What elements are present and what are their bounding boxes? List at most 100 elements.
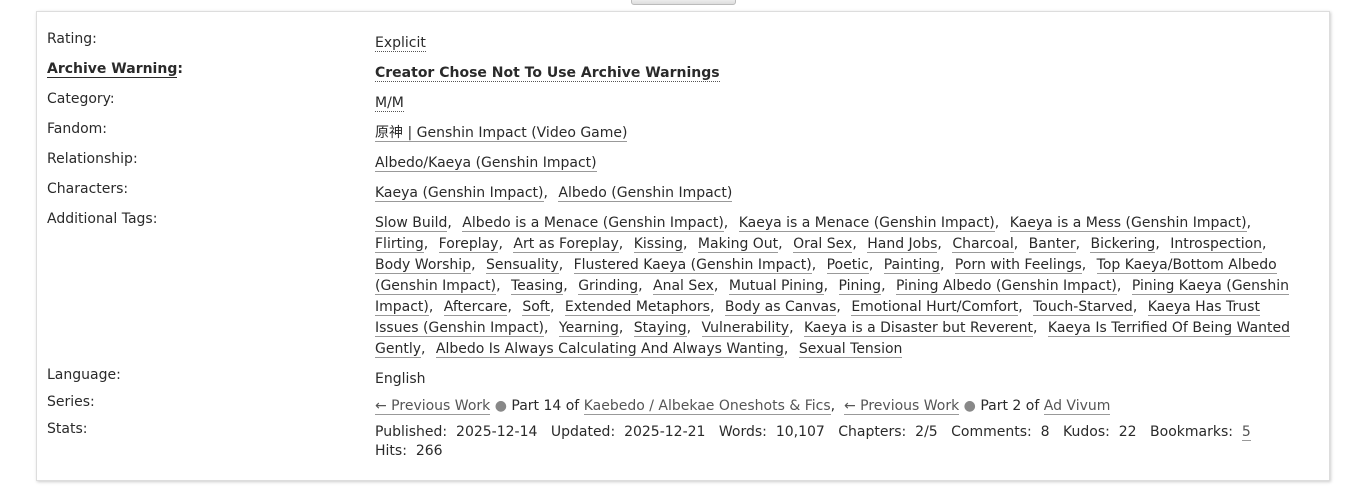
tag-link[interactable]: Flustered Kaeya (Genshin Impact) xyxy=(573,257,812,274)
words-stat: Words: 10,107 xyxy=(718,424,825,440)
bullet: ● xyxy=(494,398,507,414)
tag-link[interactable]: Kaeya is a Mess (Genshin Impact) xyxy=(1009,215,1247,232)
separator: , xyxy=(447,215,457,231)
tag-link[interactable]: Teasing xyxy=(510,278,564,295)
tag-link[interactable]: Albedo is a Menace (Genshin Impact) xyxy=(462,215,724,232)
separator: , xyxy=(994,215,1004,231)
tag-link[interactable]: Kaeya (Genshin Impact) xyxy=(375,185,544,202)
tag-link[interactable]: Sexual Tension xyxy=(798,341,903,358)
separator: , xyxy=(783,341,793,357)
fandom-tag[interactable]: 原神 | Genshin Impact (Video Game) xyxy=(375,125,628,142)
tag-link[interactable]: Painting xyxy=(883,257,941,274)
separator: , xyxy=(940,257,949,273)
tag-link[interactable]: Mutual Pining xyxy=(728,278,824,295)
separator: , xyxy=(421,341,430,357)
tag-link[interactable]: Pining Kaeya (Genshin Impact) xyxy=(375,278,1289,316)
separator: , xyxy=(558,257,568,273)
published-stat: Published: 2025-12-14 xyxy=(375,424,538,440)
separator: , xyxy=(1075,236,1085,252)
series-link[interactable]: Ad Vivum xyxy=(1043,398,1111,415)
relationship-tag[interactable]: Albedo/Kaeya (Genshin Impact) xyxy=(375,155,597,172)
tag-link[interactable]: Body as Canvas xyxy=(724,299,837,316)
tag-link[interactable]: Kaeya is a Disaster but Reverent xyxy=(804,320,1033,337)
tag-link[interactable]: Body Worship xyxy=(375,257,472,274)
tag-link[interactable]: Staying xyxy=(633,320,687,337)
previous-work-link[interactable]: ← Previous Work xyxy=(843,398,960,415)
tag-link[interactable]: Pining xyxy=(838,278,882,295)
separator: , xyxy=(498,236,508,252)
tag-link[interactable]: Introspection xyxy=(1170,236,1263,253)
tag-link[interactable]: Albedo (Genshin Impact) xyxy=(558,185,733,202)
separator: , xyxy=(496,278,505,294)
separator: , xyxy=(823,278,833,294)
top-button[interactable] xyxy=(631,0,736,5)
separator: , xyxy=(1132,299,1142,315)
tag-link[interactable]: Kaeya is a Menace (Genshin Impact) xyxy=(738,215,995,232)
separator: , xyxy=(423,236,433,252)
tag-link[interactable]: Aftercare xyxy=(443,299,508,316)
tag-link[interactable]: Hand Jobs xyxy=(867,236,938,253)
separator: , xyxy=(1155,236,1165,252)
separator: , xyxy=(1262,236,1267,252)
fandom-label: Fandom: xyxy=(47,121,108,137)
separator: , xyxy=(709,299,719,315)
tags-label: Additional Tags: xyxy=(47,211,158,227)
tag-link[interactable]: Charcoal xyxy=(952,236,1014,253)
warning-label[interactable]: Archive Warning xyxy=(47,61,178,78)
tag-link[interactable]: Soft xyxy=(522,299,550,316)
tag-link[interactable]: Albedo Is Always Calculating And Always … xyxy=(435,341,784,358)
separator: , xyxy=(789,320,798,336)
separator: , xyxy=(937,236,947,252)
separator: , xyxy=(713,278,723,294)
kudos-stat: Kudos: 22 xyxy=(1063,424,1137,440)
tag-link[interactable]: Making Out xyxy=(697,236,779,253)
separator: , xyxy=(852,236,862,252)
bookmarks-link[interactable]: 5 xyxy=(1241,424,1251,441)
separator: , xyxy=(638,278,647,294)
tag-link[interactable]: Vulnerability xyxy=(701,320,790,337)
series-link[interactable]: Kaebedo / Albekae Oneshots & Fics xyxy=(583,398,831,415)
tag-link[interactable]: Poetic xyxy=(826,257,869,274)
separator: , xyxy=(868,257,878,273)
tag-link[interactable]: Grinding xyxy=(578,278,639,295)
separator: , xyxy=(549,299,559,315)
separator: , xyxy=(618,320,628,336)
tag-link[interactable]: Kissing xyxy=(633,236,684,253)
rating-tag[interactable]: Explicit xyxy=(375,35,426,52)
tag-link[interactable]: Sensuality xyxy=(486,257,559,274)
separator: , xyxy=(544,320,553,336)
tag-link[interactable]: Kaeya Is Terrified Of Being Wanted Gentl… xyxy=(375,320,1291,358)
language-label: Language: xyxy=(47,367,121,383)
tag-link[interactable]: Anal Sex xyxy=(653,278,714,295)
series-part: Part 14 of xyxy=(511,398,580,414)
bookmarks-stat: Bookmarks: 5 xyxy=(1150,424,1251,441)
tag-link[interactable]: Slow Build xyxy=(375,215,448,232)
tag-link[interactable]: Kaeya Has Trust Issues (Genshin Impact) xyxy=(375,299,1260,337)
tag-link[interactable]: Foreplay xyxy=(438,236,499,253)
tag-link[interactable]: Porn with Feelings xyxy=(954,257,1082,274)
tag-link[interactable]: Oral Sex xyxy=(793,236,853,253)
characters-list: Kaeya (Genshin Impact), Albedo (Genshin … xyxy=(375,183,1300,204)
category-tag[interactable]: M/M xyxy=(375,95,404,112)
tag-link[interactable]: Touch-Starved xyxy=(1033,299,1133,316)
separator: , xyxy=(778,236,788,252)
series-part: Part 2 of xyxy=(980,398,1040,414)
separator: , xyxy=(507,299,517,315)
tag-link[interactable]: Extended Metaphors xyxy=(564,299,710,316)
previous-work-link[interactable]: ← Previous Work xyxy=(375,398,491,415)
tag-link[interactable]: Bickering xyxy=(1090,236,1156,253)
stats-label: Stats: xyxy=(47,421,88,437)
tag-link[interactable]: Pining Albedo (Genshin Impact) xyxy=(895,278,1117,295)
relationship-label: Relationship: xyxy=(47,151,138,167)
characters-label: Characters: xyxy=(47,181,129,197)
colon: : xyxy=(177,61,183,77)
tag-link[interactable]: Emotional Hurt/Comfort xyxy=(851,299,1019,316)
separator: , xyxy=(723,215,733,231)
category-label: Category: xyxy=(47,91,115,107)
tag-link[interactable]: Banter xyxy=(1028,236,1076,253)
tag-link[interactable]: Top Kaeya/Bottom Albedo (Genshin Impact) xyxy=(375,257,1277,295)
tag-link[interactable]: Flirting xyxy=(375,236,424,253)
tag-link[interactable]: Art as Foreplay xyxy=(513,236,619,253)
tag-link[interactable]: Yearning xyxy=(558,320,619,337)
warning-tag[interactable]: Creator Chose Not To Use Archive Warning… xyxy=(375,65,720,82)
